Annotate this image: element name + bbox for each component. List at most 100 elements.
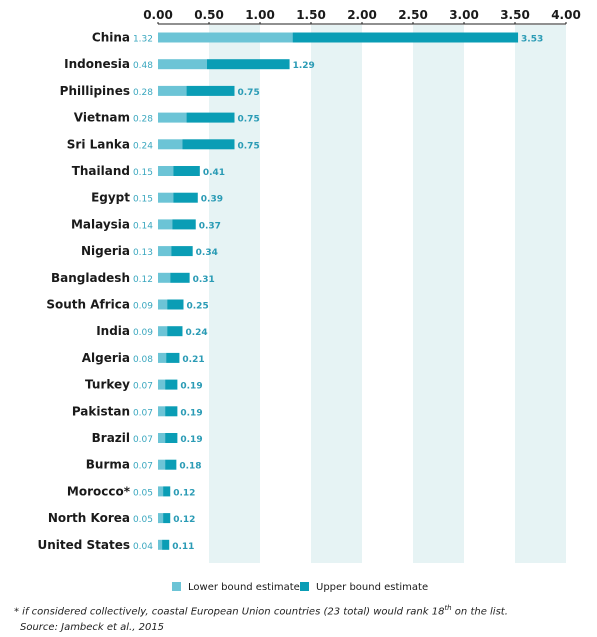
category-label: Brazil bbox=[92, 431, 130, 445]
footnote-superscript: th bbox=[444, 604, 452, 612]
upper-bound-bar bbox=[165, 433, 178, 443]
upper-value-label: 0.18 bbox=[179, 462, 201, 472]
upper-bound-bar bbox=[167, 299, 184, 310]
lower-value-label: 0.13 bbox=[133, 248, 153, 258]
category-label: Vietnam bbox=[74, 111, 130, 125]
upper-bound-bar bbox=[165, 459, 177, 470]
bar-row: Burma 0.07 0.18 bbox=[86, 458, 202, 472]
lower-value-label: 0.08 bbox=[133, 355, 153, 365]
category-label: Morocco* bbox=[67, 484, 131, 498]
category-label: Malaysia bbox=[71, 217, 130, 231]
upper-bound-bar bbox=[170, 272, 190, 283]
upper-bound-bar bbox=[162, 539, 170, 550]
upper-value-label: 0.41 bbox=[203, 168, 225, 178]
upper-value-label: 0.39 bbox=[201, 195, 223, 205]
lower-value-label: 0.28 bbox=[133, 115, 153, 125]
upper-value-label: 0.12 bbox=[173, 515, 195, 525]
chart: 0.00 0.50 1.00 1.50 2.00 2.50 3.00 3.50 4.00 Chi… bbox=[37, 8, 581, 593]
lower-bound-bar bbox=[158, 486, 164, 497]
upper-bound-bar bbox=[165, 406, 178, 417]
bar-row: South Africa 0.09 0.25 bbox=[46, 298, 208, 312]
bar-row: Phillipines 0.28 0.75 bbox=[60, 84, 260, 98]
bar-row: Morocco* 0.05 0.12 bbox=[67, 484, 196, 498]
legend-swatch bbox=[172, 582, 181, 591]
bar-row: Nigeria 0.13 0.34 bbox=[81, 244, 218, 258]
bar-row: Thailand 0.15 0.41 bbox=[72, 164, 225, 178]
upper-value-label: 0.12 bbox=[173, 488, 195, 498]
category-label: Bangladesh bbox=[51, 271, 130, 285]
legend-label: Upper bound estimate bbox=[316, 582, 428, 593]
upper-bound-bar bbox=[167, 326, 183, 337]
lower-bound-bar bbox=[158, 139, 183, 150]
lower-value-label: 0.05 bbox=[133, 515, 153, 525]
category-label: Burma bbox=[86, 458, 130, 472]
bar-row: Algeria 0.08 0.21 bbox=[82, 351, 205, 365]
x-tick-label: 3.50 bbox=[500, 8, 530, 22]
x-tick-label: 2.50 bbox=[398, 8, 428, 22]
category-label: North Korea bbox=[48, 511, 130, 525]
category-label: Pakistan bbox=[72, 404, 130, 418]
bar-row: Malaysia 0.14 0.37 bbox=[71, 217, 221, 231]
footnote-text: * if considered collectively, coastal Eu… bbox=[14, 606, 445, 618]
x-tick-label: 2.00 bbox=[347, 8, 377, 22]
lower-bound-bar bbox=[158, 539, 163, 550]
upper-bound-bar bbox=[186, 85, 235, 96]
lower-value-label: 0.05 bbox=[133, 488, 153, 498]
upper-value-label: 0.11 bbox=[172, 542, 194, 552]
lower-value-label: 0.07 bbox=[133, 435, 153, 445]
band-7 bbox=[515, 25, 566, 563]
lower-bound-bar bbox=[158, 32, 293, 43]
lower-value-label: 0.24 bbox=[133, 141, 153, 151]
bar-row: Brazil 0.07 0.19 bbox=[92, 431, 203, 445]
upper-bound-bar bbox=[163, 513, 171, 524]
upper-value-label: 0.19 bbox=[180, 408, 202, 418]
bar-row: Bangladesh 0.12 0.31 bbox=[51, 271, 215, 285]
legend-swatch bbox=[300, 582, 309, 591]
upper-bound-bar bbox=[173, 166, 200, 176]
lower-bound-bar bbox=[158, 112, 187, 123]
lower-value-label: 0.15 bbox=[133, 195, 153, 205]
category-label: Turkey bbox=[85, 378, 130, 392]
upper-value-label: 0.75 bbox=[238, 88, 260, 98]
lower-bound-bar bbox=[158, 192, 174, 203]
category-label: Sri Lanka bbox=[67, 137, 130, 151]
upper-value-label: 0.19 bbox=[180, 435, 202, 445]
upper-bound-bar bbox=[182, 139, 235, 150]
upper-bound-bar bbox=[166, 352, 180, 363]
lower-bound-bar bbox=[158, 406, 166, 417]
lower-value-label: 0.14 bbox=[133, 221, 153, 231]
category-label: China bbox=[92, 31, 130, 45]
lower-bound-bar bbox=[158, 433, 166, 443]
upper-bound-bar bbox=[206, 59, 290, 70]
upper-bound-bar bbox=[186, 112, 235, 123]
lower-bound-bar bbox=[158, 246, 172, 257]
upper-bound-bar bbox=[172, 219, 196, 230]
lower-value-label: 0.04 bbox=[133, 542, 153, 552]
bar-row: United States 0.04 0.11 bbox=[37, 538, 194, 552]
lower-value-label: 0.07 bbox=[133, 382, 153, 392]
footnote: * if considered collectively, coastal Eu… bbox=[14, 604, 508, 617]
category-label: India bbox=[96, 324, 130, 338]
upper-value-label: 0.21 bbox=[182, 355, 204, 365]
bar-row: Sri Lanka 0.24 0.75 bbox=[67, 137, 260, 151]
lower-bound-bar bbox=[158, 352, 167, 363]
lower-bound-bar bbox=[158, 219, 173, 230]
upper-value-label: 0.34 bbox=[196, 248, 218, 258]
band-3 bbox=[311, 25, 362, 563]
band-1 bbox=[209, 25, 260, 563]
upper-value-label: 0.75 bbox=[238, 141, 260, 151]
footnote-text-end: on the list. bbox=[451, 606, 508, 618]
bar-row: Turkey 0.07 0.19 bbox=[85, 378, 203, 392]
lower-value-label: 0.15 bbox=[133, 168, 153, 178]
upper-value-label: 1.29 bbox=[293, 61, 315, 71]
bar-row: China 1.32 3.53 bbox=[92, 31, 543, 45]
lower-value-label: 0.07 bbox=[133, 462, 153, 472]
upper-value-label: 0.31 bbox=[193, 275, 215, 285]
upper-value-label: 0.37 bbox=[199, 221, 221, 231]
lower-bound-bar bbox=[158, 166, 174, 176]
x-axis-ticks: 0.00 0.50 1.00 1.50 2.00 2.50 3.00 3.50 4.00 bbox=[143, 8, 581, 24]
x-tick-label: 0.50 bbox=[194, 8, 224, 22]
category-label: Thailand bbox=[72, 164, 130, 178]
legend: Lower bound estimate Upper bound estimate bbox=[172, 582, 428, 593]
upper-bound-bar bbox=[173, 192, 198, 203]
